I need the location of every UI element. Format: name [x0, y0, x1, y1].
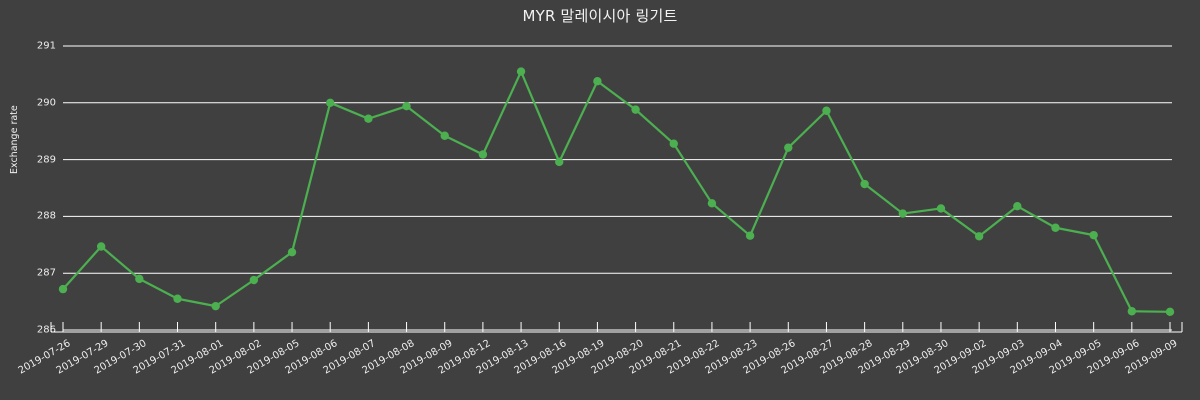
- y-tick-label: 290: [36, 97, 56, 109]
- data-point: [1127, 307, 1137, 316]
- y-tick-label: 287: [36, 267, 56, 279]
- x-axis-ticks: [62, 322, 1171, 332]
- data-point: [96, 242, 106, 251]
- y-tick-label: 286: [36, 324, 56, 336]
- data-point: [58, 284, 68, 294]
- data-point: [822, 106, 831, 115]
- data-point: [784, 143, 793, 152]
- data-point: [402, 102, 411, 111]
- data-point: [249, 275, 259, 285]
- data-point: [440, 131, 449, 140]
- y-tick-label: 291: [36, 40, 56, 52]
- data-point: [478, 150, 488, 159]
- data-point: [707, 199, 717, 208]
- data-point: [326, 98, 335, 108]
- data-point: [1089, 230, 1098, 240]
- data-point: [936, 204, 946, 213]
- data-point: [364, 114, 373, 123]
- chart-title: MYR 말레이시아 링기트: [522, 7, 678, 25]
- data-point: [669, 139, 678, 148]
- gridlines: [63, 45, 1172, 331]
- y-tick-label: 288: [36, 210, 56, 222]
- data-point: [860, 179, 869, 189]
- data-point: [593, 77, 602, 86]
- data-point: [173, 294, 182, 303]
- data-point: [555, 157, 564, 167]
- data-point: [516, 67, 526, 76]
- data-point: [745, 231, 755, 240]
- data-point: [1165, 307, 1175, 317]
- data-point: [1013, 201, 1022, 211]
- data-point: [211, 301, 220, 311]
- x-axis-spine: [50, 322, 1183, 333]
- y-tick-label: 289: [36, 154, 56, 166]
- data-point: [898, 209, 907, 218]
- data-point: [631, 105, 640, 114]
- data-markers: [58, 67, 1175, 317]
- data-point: [1051, 223, 1060, 232]
- data-point: [287, 247, 297, 257]
- data-point: [135, 274, 144, 284]
- data-line: [61, 70, 1172, 313]
- data-point: [974, 232, 984, 241]
